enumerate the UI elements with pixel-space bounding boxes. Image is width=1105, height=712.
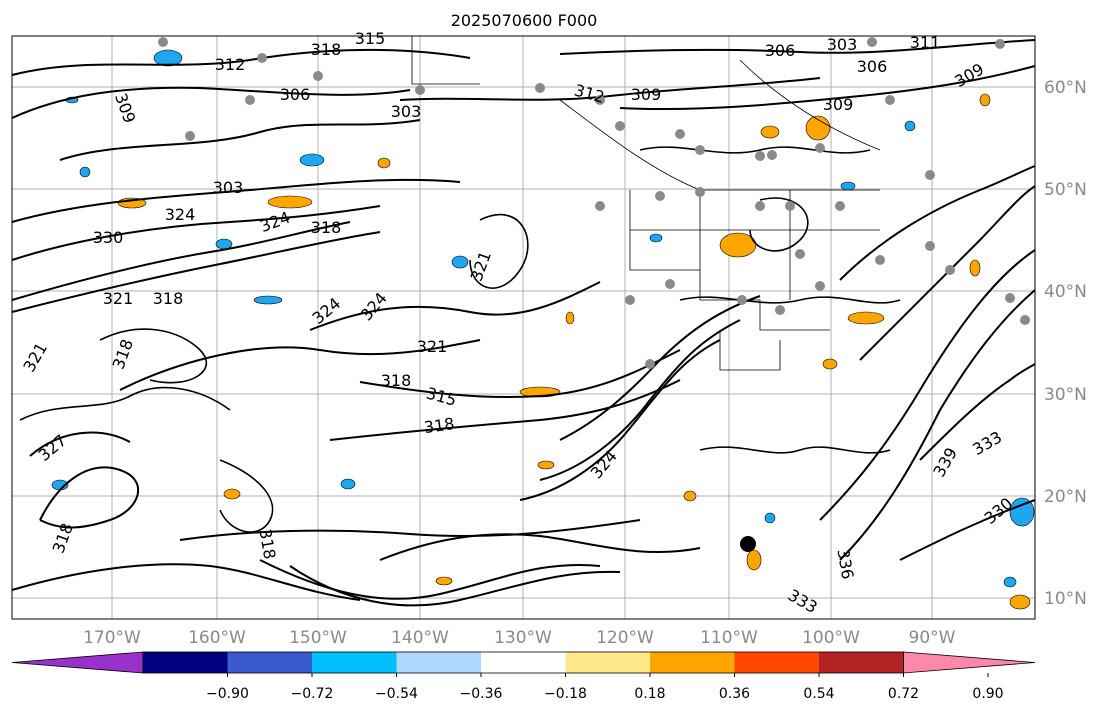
colorbar-tick-label: −0.72 bbox=[291, 686, 334, 702]
lon-labels: 170°W 160°W 150°W 140°W 130°W 120°W 110°W 100°W… bbox=[83, 628, 956, 648]
colorbar-arrow-right bbox=[903, 651, 1036, 674]
lat-label: 30°N bbox=[1044, 385, 1087, 405]
thin-contour-lines bbox=[19, 146, 901, 533]
colorbar-segment bbox=[819, 652, 904, 673]
colorbar-segment bbox=[396, 652, 482, 673]
lat-label: 60°N bbox=[1044, 78, 1087, 98]
colorbar-tick-label: 0.72 bbox=[888, 686, 919, 702]
colorbar: −0.90 −0.72 −0.54 −0.36 −0.18 0.18 0.36 0.54 0.7… bbox=[11, 651, 1036, 702]
colorbar-tick-label: 0.36 bbox=[719, 686, 750, 702]
contour-label: 321 bbox=[103, 289, 134, 308]
lon-label: 90°W bbox=[909, 628, 956, 648]
lon-label: 130°W bbox=[494, 628, 552, 648]
contour-label: 318 bbox=[423, 414, 456, 437]
lon-label: 120°W bbox=[596, 628, 654, 648]
lon-label: 170°W bbox=[83, 628, 141, 648]
colorbar-segment bbox=[143, 652, 228, 673]
country-borders bbox=[411, 36, 881, 371]
colorbar-tick-label: 0.54 bbox=[803, 686, 834, 702]
contour-label: 306 bbox=[765, 41, 796, 60]
station-dots bbox=[158, 37, 1030, 369]
contour-label: 306 bbox=[280, 85, 311, 104]
colorbar-tick-label: 0.90 bbox=[972, 686, 1003, 702]
contour-label: 309 bbox=[631, 85, 662, 104]
colorbar-tick-label: −0.54 bbox=[375, 686, 418, 702]
lat-labels: 60°N 50°N 40°N 30°N 20°N 10°N bbox=[1044, 78, 1087, 609]
contour-label: 315 bbox=[355, 29, 386, 48]
contour-label: 318 bbox=[153, 289, 184, 308]
contour-label: 303 bbox=[391, 102, 422, 121]
contour-label: 321 bbox=[417, 337, 448, 356]
colorbar-segment bbox=[565, 652, 651, 673]
contour-lines bbox=[11, 39, 1036, 607]
contour-label: 318 bbox=[381, 371, 412, 390]
contour-label: 330 bbox=[93, 228, 124, 247]
lon-label: 160°W bbox=[188, 628, 246, 648]
lon-label: 140°W bbox=[391, 628, 449, 648]
lat-label: 40°N bbox=[1044, 282, 1087, 302]
orange-shaded-patches bbox=[117, 93, 1031, 610]
colorbar-tick-label: −0.90 bbox=[206, 686, 249, 702]
colorbar-segment bbox=[312, 652, 397, 673]
colorbar-segment bbox=[481, 652, 566, 673]
colorbar-segment bbox=[734, 652, 820, 673]
map-title: 2025070600 F000 bbox=[451, 11, 598, 30]
lat-label: 20°N bbox=[1044, 487, 1087, 507]
blue-shaded-patches bbox=[51, 49, 1035, 588]
lon-label: 100°W bbox=[802, 628, 860, 648]
colorbar-arrow-left bbox=[11, 651, 144, 674]
contour-label: 311 bbox=[910, 33, 941, 52]
gridlines bbox=[12, 36, 1035, 619]
colorbar-segment bbox=[227, 652, 313, 673]
contour-label: 318 bbox=[311, 40, 342, 59]
colorbar-tick-label: −0.36 bbox=[460, 686, 503, 702]
contour-label: 312 bbox=[215, 55, 246, 74]
marker-dot bbox=[740, 536, 756, 552]
lat-label: 10°N bbox=[1044, 589, 1087, 609]
contour-label: 303 bbox=[213, 178, 244, 197]
contour-label: 309 bbox=[823, 95, 854, 114]
contour-label: 318 bbox=[311, 218, 342, 237]
lon-label: 110°W bbox=[700, 628, 758, 648]
colorbar-tick-label: −0.18 bbox=[544, 686, 587, 702]
colorbar-tick-label: 0.18 bbox=[634, 686, 665, 702]
contour-label: 303 bbox=[827, 35, 858, 54]
colorbar-segment bbox=[650, 652, 735, 673]
contour-label: 324 bbox=[165, 205, 196, 224]
contour-label: 306 bbox=[857, 57, 888, 76]
lat-label: 50°N bbox=[1044, 180, 1087, 200]
lon-label: 150°W bbox=[289, 628, 347, 648]
